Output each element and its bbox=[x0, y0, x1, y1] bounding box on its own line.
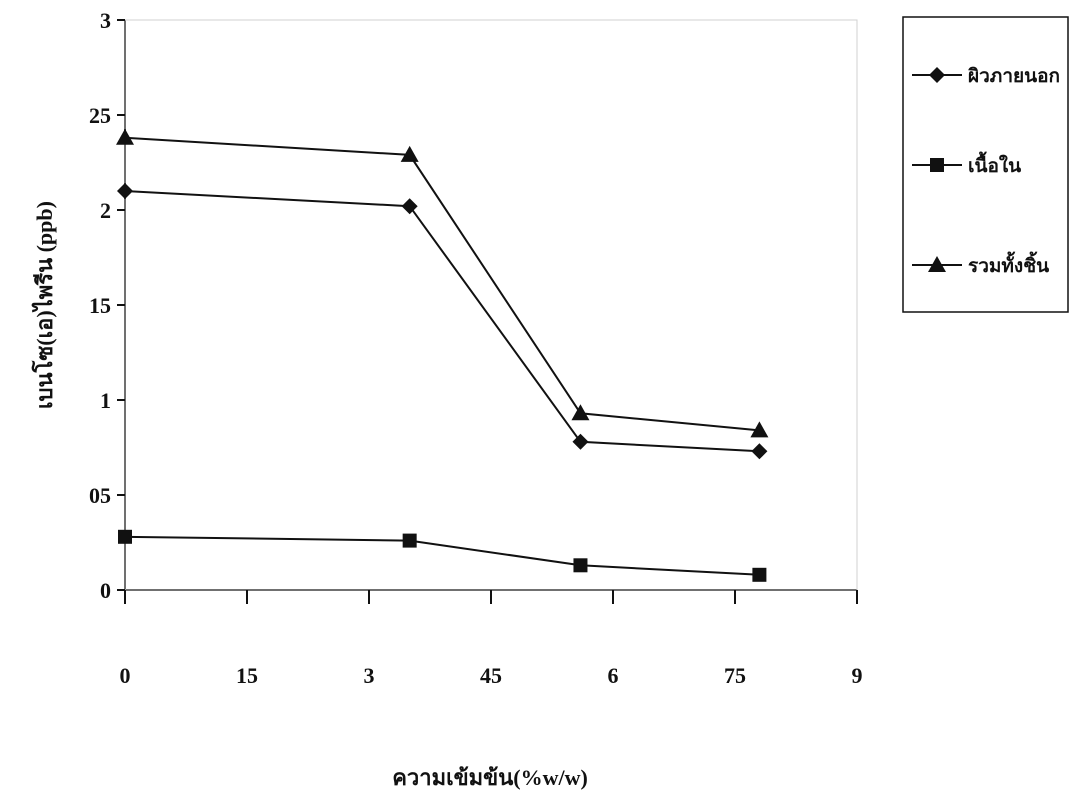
series-line bbox=[124, 190, 760, 453]
legend-marker bbox=[930, 158, 944, 172]
y-tick-label: 3 bbox=[100, 8, 111, 33]
y-tick-label: 15 bbox=[89, 293, 111, 318]
data-point bbox=[117, 183, 133, 199]
data-point bbox=[400, 145, 419, 162]
plot-area bbox=[124, 19, 858, 591]
series-3 bbox=[116, 128, 769, 438]
y-tick-label: 2 bbox=[100, 198, 111, 223]
legend-label: รวมทั้งชิ้น bbox=[968, 251, 1049, 277]
y-tick-label: 0 bbox=[100, 578, 111, 603]
x-axis-title: ความเข้มข้น(%w/w) bbox=[392, 765, 588, 790]
data-point bbox=[571, 404, 590, 421]
data-point bbox=[402, 533, 417, 548]
x-tick-label: 3 bbox=[364, 663, 375, 688]
legend-marker bbox=[929, 67, 945, 83]
data-point bbox=[401, 198, 418, 215]
x-tick-label: 9 bbox=[852, 663, 863, 688]
data-point bbox=[573, 558, 588, 573]
legend-box bbox=[902, 16, 1069, 313]
data-point bbox=[752, 567, 767, 582]
series bbox=[116, 128, 769, 582]
legend-label: เนื้อใน bbox=[968, 151, 1021, 177]
y-tick-label: 1 bbox=[100, 388, 111, 413]
ticks: 0 05 1 15 2 25 3 0 15 3 45 6 75 9 bbox=[89, 8, 863, 688]
series-line bbox=[124, 535, 760, 576]
data-point bbox=[751, 443, 768, 460]
legend-marker bbox=[928, 256, 946, 272]
x-tick-label: 15 bbox=[236, 663, 258, 688]
data-point bbox=[572, 433, 589, 450]
series-1 bbox=[117, 183, 768, 460]
y-tick-label: 25 bbox=[89, 103, 111, 128]
x-tick-label: 6 bbox=[608, 663, 619, 688]
x-tick-label: 45 bbox=[480, 663, 502, 688]
data-point bbox=[118, 529, 132, 544]
y-tick-label: 05 bbox=[89, 483, 111, 508]
series-2 bbox=[118, 529, 767, 582]
legend-label: ผิวภายนอก bbox=[968, 66, 1060, 87]
legend-item: ผิวภายนอก bbox=[912, 66, 1060, 87]
series-line bbox=[124, 136, 760, 432]
legend-item: เนื้อใน bbox=[912, 151, 1021, 177]
y-axis-title: เบนโซ(เอ)ไพรีน (ppb) bbox=[31, 201, 57, 409]
legend-item: รวมทั้งชิ้น bbox=[912, 251, 1049, 277]
x-tick-label: 0 bbox=[120, 663, 131, 688]
data-point bbox=[750, 421, 769, 438]
data-point bbox=[116, 128, 134, 145]
x-tick-label: 75 bbox=[724, 663, 746, 688]
axes bbox=[124, 19, 858, 591]
